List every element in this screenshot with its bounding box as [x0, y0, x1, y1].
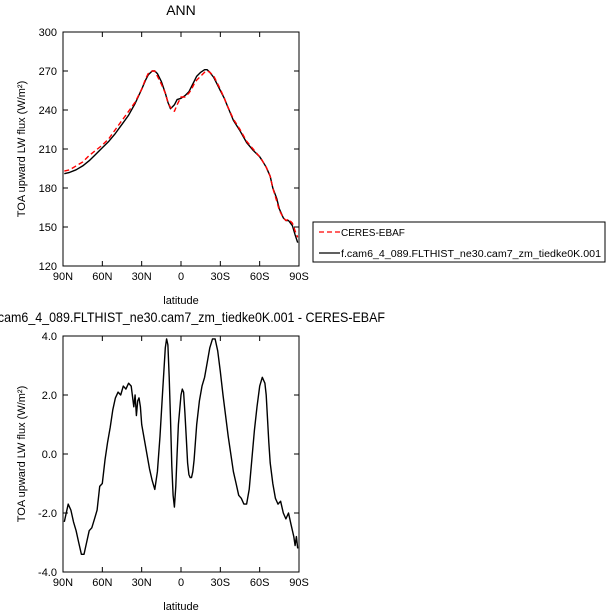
bottom-panel-ticks	[62, 335, 300, 573]
top-panel-x-axis-label: latitude	[163, 295, 198, 307]
y-tick-label: -2.0	[38, 508, 57, 520]
legend-label-ceres: CERES-EBAF	[341, 228, 405, 239]
top-panel-series	[64, 68, 299, 243]
x-tick-label: 30S	[211, 271, 231, 283]
y-tick-label: 240	[39, 105, 57, 117]
series-line-1	[64, 70, 299, 238]
bottom-panel-y-axis-label: TOA upward LW flux (W/m²)	[16, 386, 28, 523]
y-tick-label: 210	[39, 144, 57, 156]
x-tick-label: 60N	[92, 577, 112, 589]
top-panel: ANN 90N 60N 30N 0 30S 60S 90S 120 150 180 210 240 27…	[16, 2, 309, 307]
x-tick-label: 90S	[289, 271, 309, 283]
x-tick-label: 60N	[92, 271, 112, 283]
series-line-0	[63, 338, 299, 555]
y-tick-label: 2.0	[42, 390, 57, 402]
x-tick-label: 0	[178, 271, 184, 283]
x-tick-label: 0	[178, 577, 184, 589]
bottom-panel-x-axis-label: latitude	[163, 601, 198, 613]
x-tick-label: 90S	[289, 577, 309, 589]
y-tick-label: 270	[39, 66, 57, 78]
y-tick-label: 180	[39, 183, 57, 195]
x-tick-label: 30N	[132, 271, 152, 283]
bottom-panel: f.cam6_4_089.FLTHIST_ne30.cam7_zm_tiedke…	[0, 309, 385, 613]
top-panel-tick-labels: 90N 60N 30N 0 30S 60S 90S 120 150 180 210 240 270 300	[39, 27, 309, 283]
y-tick-label: 120	[39, 261, 57, 273]
legend: CERES-EBAF f.cam6_4_089.FLTHIST_ne30.cam…	[312, 221, 606, 263]
y-tick-label: 4.0	[42, 331, 57, 343]
bottom-panel-series	[63, 338, 299, 555]
x-tick-label: 60S	[250, 271, 270, 283]
bottom-panel-tick-labels: 90N 60N 30N 0 30S 60S 90S -4.0 -2.0 0.0 2.0 4.0	[38, 331, 309, 589]
legend-box	[312, 221, 606, 263]
x-tick-label: 30S	[211, 577, 231, 589]
legend-label-model: f.cam6_4_089.FLTHIST_ne30.cam7_zm_tiedke…	[341, 249, 601, 260]
x-tick-label: 30N	[132, 577, 152, 589]
x-tick-label: 90N	[53, 271, 73, 283]
y-tick-label: -4.0	[38, 567, 57, 579]
bottom-panel-title: f.cam6_4_089.FLTHIST_ne30.cam7_zm_tiedke…	[0, 309, 385, 325]
x-tick-label: 90N	[53, 577, 73, 589]
top-panel-title: ANN	[166, 2, 196, 18]
y-tick-label: 0.0	[42, 449, 57, 461]
top-panel-y-axis-label: TOA upward LW flux (W/m²)	[16, 81, 28, 218]
x-tick-label: 60S	[250, 577, 270, 589]
top-panel-ticks	[62, 31, 300, 267]
y-tick-label: 300	[39, 27, 57, 39]
y-tick-label: 150	[39, 222, 57, 234]
